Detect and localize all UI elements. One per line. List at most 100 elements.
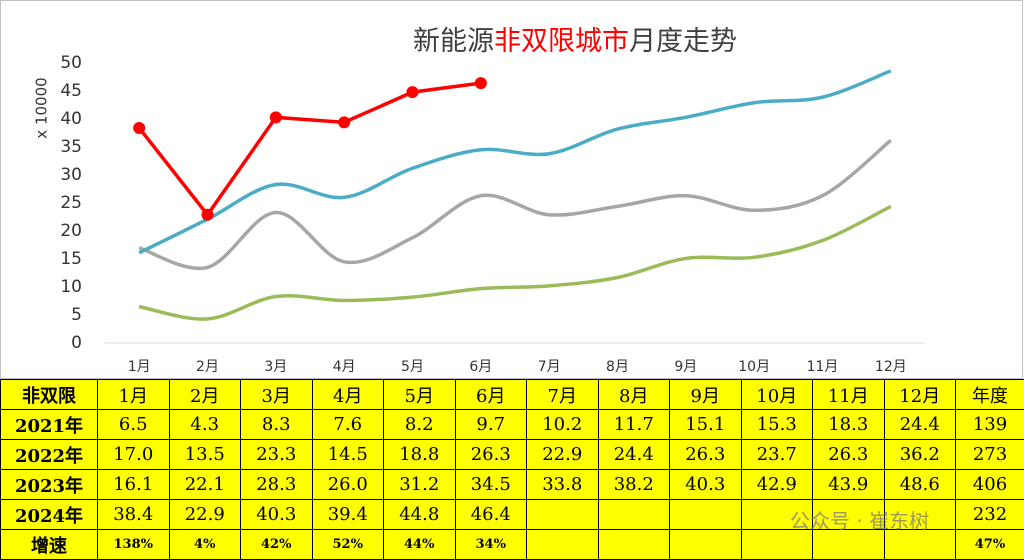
- y-tick-label: 5: [71, 305, 82, 325]
- x-tick-label: 11月: [807, 359, 839, 375]
- table-cell: [598, 500, 670, 530]
- table-cell: 26.3: [455, 440, 527, 470]
- table-cell: 18.8: [384, 440, 456, 470]
- table-cell: 18.3: [813, 410, 885, 440]
- table-cell: 10月: [741, 380, 813, 410]
- table-cell: 26.3: [813, 440, 885, 470]
- table-cell: 52%: [312, 530, 384, 560]
- table-cell: 40.3: [670, 470, 742, 500]
- table-cell: 22.9: [527, 440, 599, 470]
- x-tick-label: 3月: [264, 359, 287, 375]
- table-cell: 139: [956, 410, 1024, 440]
- x-tick-label: 5月: [401, 359, 424, 375]
- table-cell: 406: [956, 470, 1024, 500]
- table-cell: 9月: [670, 380, 742, 410]
- x-tick-label: 12月: [875, 359, 907, 375]
- table-cell: 33.8: [527, 470, 599, 500]
- table-cell: 4月: [312, 380, 384, 410]
- table-cell: 232: [956, 500, 1024, 530]
- table-cell: 34%: [455, 530, 527, 560]
- table-cell: 8月: [598, 380, 670, 410]
- table-cell: 36.2: [884, 440, 956, 470]
- table-cell: [598, 530, 670, 560]
- watermark: 公众号 · 崔东树: [790, 505, 929, 534]
- table-cell: 增速: [1, 530, 98, 560]
- table-cell: 43.9: [813, 470, 885, 500]
- table-cell: [741, 530, 813, 560]
- y-tick-label: 40: [60, 109, 82, 129]
- table-cell: 44%: [384, 530, 456, 560]
- chart-frame: [1, 1, 1023, 379]
- table-cell: 39.4: [312, 500, 384, 530]
- marker: [133, 122, 145, 134]
- table-cell: 1月: [98, 380, 170, 410]
- table-cell: 2023年: [1, 470, 98, 500]
- table-cell: [670, 500, 742, 530]
- marker: [338, 116, 350, 128]
- table-cell: 5月: [384, 380, 456, 410]
- table-cell: [813, 530, 885, 560]
- table-cell: 8.2: [384, 410, 456, 440]
- table-cell: 16.1: [98, 470, 170, 500]
- y-tick-label: 10: [60, 277, 82, 297]
- table-cell: 28.3: [241, 470, 313, 500]
- table-cell: 6.5: [98, 410, 170, 440]
- x-tick-label: 1月: [128, 359, 151, 375]
- table-cell: 2024年: [1, 500, 98, 530]
- title-part: 新能源: [413, 26, 494, 57]
- table-cell: 9.7: [455, 410, 527, 440]
- chart: 新能源非双限城市月度走势 x 10000 0510152025303540455…: [0, 0, 1024, 379]
- table-cell: 14.5: [312, 440, 384, 470]
- x-tick-label: 6月: [469, 359, 492, 375]
- marker: [202, 209, 214, 221]
- table-cell: 15.3: [741, 410, 813, 440]
- table-cell: 23.7: [741, 440, 813, 470]
- marker: [270, 111, 282, 123]
- table-cell: 年度: [956, 380, 1024, 410]
- table-cell: 273: [956, 440, 1024, 470]
- table-cell: [527, 530, 599, 560]
- table-cell: 47%: [956, 530, 1024, 560]
- table-cell: [527, 500, 599, 530]
- table-cell: 31.2: [384, 470, 456, 500]
- table-cell: 2月: [169, 380, 241, 410]
- table-cell: 8.3: [241, 410, 313, 440]
- y-tick-label: 15: [60, 249, 82, 269]
- table-cell: 40.3: [241, 500, 313, 530]
- table-cell: 12月: [884, 380, 956, 410]
- table-cell: 4%: [169, 530, 241, 560]
- table-cell: 24.4: [598, 440, 670, 470]
- table-cell: [670, 530, 742, 560]
- table-cell: 非双限: [1, 380, 98, 410]
- table-cell: 42.9: [741, 470, 813, 500]
- marker: [407, 86, 419, 98]
- x-tick-label: 10月: [738, 359, 770, 375]
- table-cell: 15.1: [670, 410, 742, 440]
- x-tick-label: 2月: [196, 359, 219, 375]
- table-cell: 13.5: [169, 440, 241, 470]
- marker: [475, 77, 487, 89]
- table-cell: 48.6: [884, 470, 956, 500]
- table-cell: 7月: [527, 380, 599, 410]
- x-tick-label: 8月: [606, 359, 629, 375]
- table-cell: 138%: [98, 530, 170, 560]
- table-cell: 42%: [241, 530, 313, 560]
- table-cell: 34.5: [455, 470, 527, 500]
- table-cell: 23.3: [241, 440, 313, 470]
- table-cell: 26.3: [670, 440, 742, 470]
- table-cell: 17.0: [98, 440, 170, 470]
- table-cell: 11月: [813, 380, 885, 410]
- table-cell: 11.7: [598, 410, 670, 440]
- table-cell: 22.1: [169, 470, 241, 500]
- x-tick-label: 9月: [674, 359, 697, 375]
- table-cell: 3月: [241, 380, 313, 410]
- table-cell: 38.2: [598, 470, 670, 500]
- y-tick-label: 25: [60, 193, 82, 213]
- table-cell: 44.8: [384, 500, 456, 530]
- table-cell: 24.4: [884, 410, 956, 440]
